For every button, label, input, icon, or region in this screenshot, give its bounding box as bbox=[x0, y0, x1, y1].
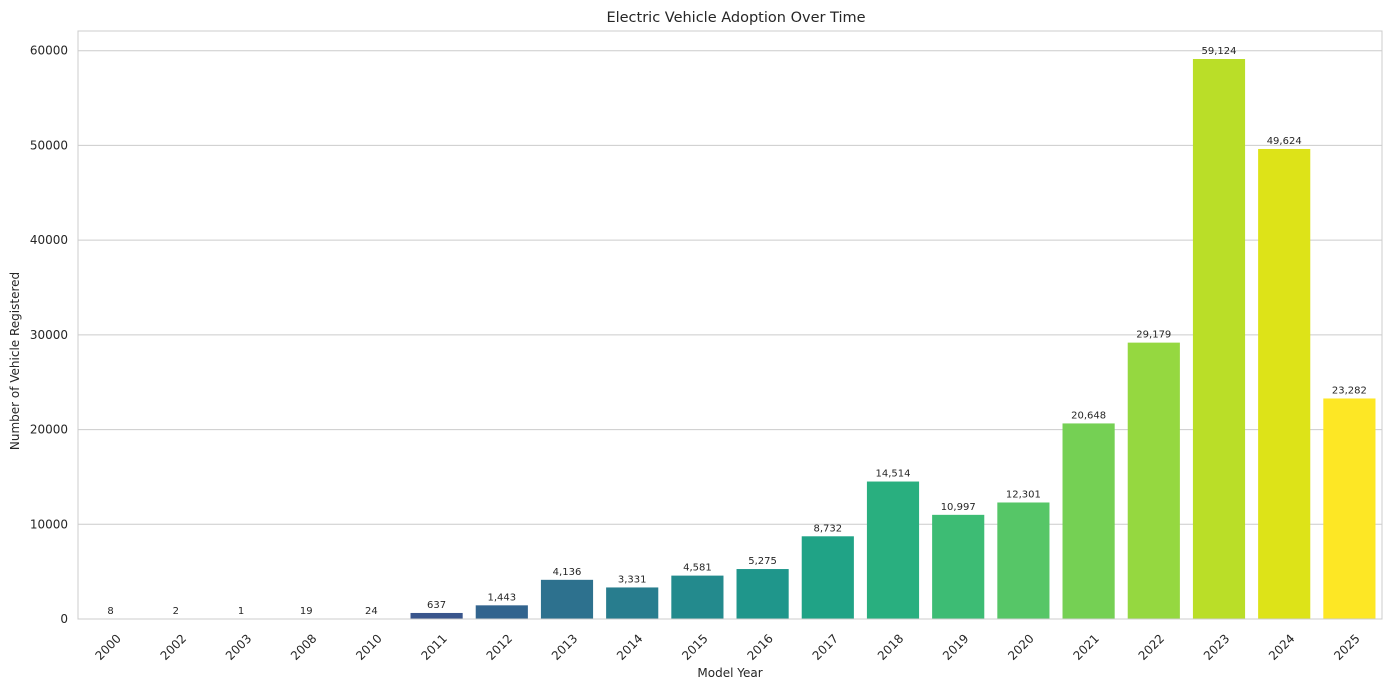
data-labels: 8 2 1 19 24 637 1,443 4,136 3,331 4,581 5,275 8,732… bbox=[107, 46, 1366, 617]
y-tick-label: 0 bbox=[60, 612, 68, 626]
plot-frame bbox=[77, 30, 1383, 620]
data-label: 1 bbox=[238, 606, 244, 617]
y-tick-label: 40000 bbox=[30, 233, 68, 247]
y-tick-label: 50000 bbox=[30, 138, 68, 152]
bar bbox=[410, 612, 463, 619]
bars bbox=[84, 58, 1376, 620]
bar bbox=[736, 569, 789, 619]
data-label: 14,514 bbox=[876, 469, 911, 480]
data-label: 23,282 bbox=[1332, 385, 1367, 396]
data-label: 2 bbox=[173, 606, 179, 617]
bar bbox=[1323, 398, 1376, 619]
data-label: 29,179 bbox=[1136, 330, 1171, 341]
bar bbox=[540, 579, 594, 619]
data-label: 19 bbox=[300, 606, 313, 617]
bar bbox=[1127, 342, 1180, 619]
bar bbox=[606, 587, 659, 619]
x-axis-label: Model Year bbox=[697, 666, 762, 680]
y-tick-label: 30000 bbox=[30, 328, 68, 342]
y-axis-label: Number of Vehicle Registered bbox=[8, 272, 22, 450]
bar bbox=[475, 605, 528, 619]
data-label: 10,997 bbox=[941, 502, 976, 513]
y-tick-label: 20000 bbox=[30, 423, 68, 437]
data-label: 12,301 bbox=[1006, 489, 1041, 500]
data-label: 59,124 bbox=[1202, 46, 1237, 57]
data-label: 3,331 bbox=[618, 574, 647, 585]
data-label: 1,443 bbox=[487, 592, 516, 603]
chart-title: Electric Vehicle Adoption Over Time bbox=[606, 10, 865, 26]
data-label: 24 bbox=[365, 606, 378, 617]
bar bbox=[1192, 58, 1246, 620]
y-tick-label: 60000 bbox=[30, 44, 68, 58]
bar bbox=[801, 536, 854, 619]
y-tick-label: 10000 bbox=[30, 517, 68, 531]
bar bbox=[671, 575, 724, 619]
y-tick-labels: 0 10000 20000 30000 40000 50000 60000 bbox=[30, 44, 68, 626]
bar bbox=[1258, 148, 1311, 619]
data-label: 49,624 bbox=[1267, 136, 1302, 147]
bar bbox=[997, 502, 1050, 619]
bar bbox=[1062, 423, 1115, 619]
data-label: 8 bbox=[107, 606, 113, 617]
data-label: 20,648 bbox=[1071, 410, 1106, 421]
data-label: 8,732 bbox=[813, 523, 842, 534]
bar bbox=[932, 514, 985, 619]
data-label: 4,136 bbox=[553, 567, 582, 578]
data-label: 5,275 bbox=[748, 556, 777, 567]
bar bbox=[866, 481, 920, 619]
data-label: 637 bbox=[427, 600, 446, 611]
data-label: 4,581 bbox=[683, 563, 712, 574]
